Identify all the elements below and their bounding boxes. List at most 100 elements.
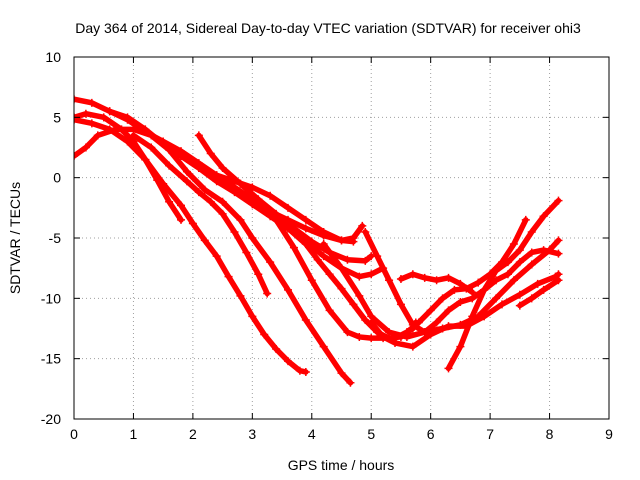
data-point [301,367,310,376]
data-point [141,155,150,164]
data-point [295,366,304,375]
data-point [111,125,120,134]
data-point [420,328,429,337]
data-point [248,234,257,242]
data-point [367,334,376,343]
data-point [444,364,453,373]
data-point [426,306,435,315]
series-line-16 [517,277,562,309]
data-point [515,301,524,310]
data-point [165,161,174,170]
data-point [313,255,322,264]
data-point [391,338,399,347]
data-point [266,191,275,200]
tick-labels: 0 1 2 3 4 5 6 7 8 9 10 5 0 -5 -10 -15 -20 [41,49,613,442]
data-point [236,179,245,188]
data-point [194,188,203,197]
series-line-4 [74,126,354,386]
data-point [177,201,185,210]
data-point [105,107,114,116]
data-point [396,300,405,309]
data-point [521,215,530,224]
x-tick-label: 2 [189,426,197,442]
data-point [337,236,346,245]
data-point [301,215,310,224]
data-point [554,236,563,245]
x-axis-label: GPS time / hours [288,457,395,473]
data-point [420,273,429,282]
data-point [74,115,78,124]
data-point [554,249,563,258]
data-point [358,221,367,230]
y-tick-label: 0 [53,170,61,186]
data-point [373,252,382,261]
data-point [509,276,518,285]
data-point [194,131,203,140]
data-point [272,215,281,224]
data-point [527,227,536,236]
data-point [527,248,536,257]
data-point [319,227,328,236]
data-point [515,258,524,267]
data-point [254,195,263,204]
data-point [284,224,292,233]
data-point [177,151,185,160]
x-tick-label: 0 [70,426,78,442]
data-point [385,276,394,285]
data-point [165,197,174,206]
x-tick-label: 7 [486,426,494,442]
data-point [498,300,506,309]
data-point [325,306,334,315]
x-tick-label: 9 [605,426,613,442]
data-point [284,285,292,294]
data-point [325,270,334,279]
y-tick-label: -10 [41,290,61,306]
y-tick-label: -20 [41,411,61,427]
data-point [533,279,542,288]
data-point [426,330,435,339]
data-point [212,177,221,186]
data-point [539,246,548,255]
data-point [230,227,239,236]
axis-ticks [73,56,610,420]
data-point [289,243,298,252]
data-point [492,294,501,303]
data-point [432,276,441,285]
data-point [74,95,78,104]
data-point [301,224,310,233]
data-point [337,264,346,273]
data-point [284,357,292,366]
data-point [396,275,405,284]
data-point [87,119,96,128]
data-point [355,272,364,281]
data-point [492,266,501,275]
data-point [87,98,96,107]
data-point [450,285,459,294]
data-point [346,378,355,387]
data-point [554,276,563,285]
data-point [248,200,257,209]
data-point [74,151,78,160]
data-point [492,276,501,285]
data-point [367,270,376,279]
y-tick-label: 10 [45,49,61,65]
data-point [343,328,352,337]
y-tick-label: -15 [41,351,61,367]
data-point [129,131,138,140]
data-point [509,240,518,249]
data-point [319,240,328,249]
data-point [141,125,150,134]
data-point [355,291,364,300]
data-point [444,322,453,331]
data-point [182,177,191,186]
data-point [236,291,245,300]
data-point [480,312,489,321]
data-point [123,113,132,122]
x-tick-label: 1 [130,426,138,442]
data-point [337,284,346,293]
data-point [444,273,453,282]
data-point [432,318,441,327]
data-point [230,188,239,197]
series-line-2 [74,116,309,375]
data-point [480,285,489,294]
